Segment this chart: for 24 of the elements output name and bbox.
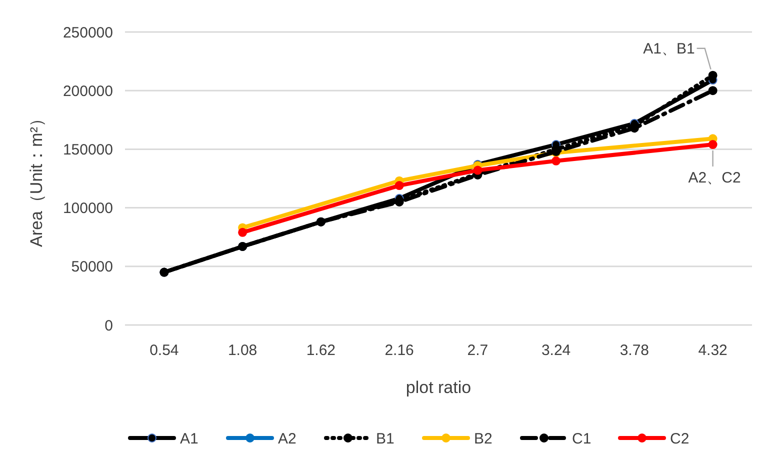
- x-tick-label: 2.7: [467, 342, 488, 359]
- legend-label: B2: [474, 430, 492, 448]
- y-tick-label: 250000: [62, 24, 113, 42]
- annotation: A2、C2: [688, 170, 741, 187]
- y-tick-label: 200000: [62, 82, 113, 100]
- x-tick-label: 4.32: [698, 342, 728, 359]
- x-axis-title: plot ratio: [406, 378, 472, 397]
- x-tick-label: 1.08: [228, 342, 258, 359]
- legend-label: A2: [278, 430, 296, 448]
- annotation: A1、B1: [643, 40, 695, 58]
- legend-label: A1: [180, 430, 198, 448]
- y-tick-label: 150000: [62, 141, 113, 158]
- y-tick-label: 50000: [71, 258, 113, 276]
- legend-label: C2: [670, 430, 690, 448]
- x-tick-label: 0.54: [150, 342, 179, 359]
- x-tick-label: 1.62: [306, 342, 336, 359]
- legend-label: C1: [572, 430, 592, 448]
- y-tick-label: 100000: [62, 200, 113, 218]
- x-tick-label: 3.78: [620, 342, 650, 359]
- x-tick-label: 3.24: [541, 342, 571, 359]
- y-tick-label: 0: [104, 317, 113, 334]
- x-tick-label: 2.16: [384, 342, 414, 359]
- legend-label: B1: [376, 430, 394, 448]
- y-axis-title: Area（Unit：m²）: [27, 110, 46, 247]
